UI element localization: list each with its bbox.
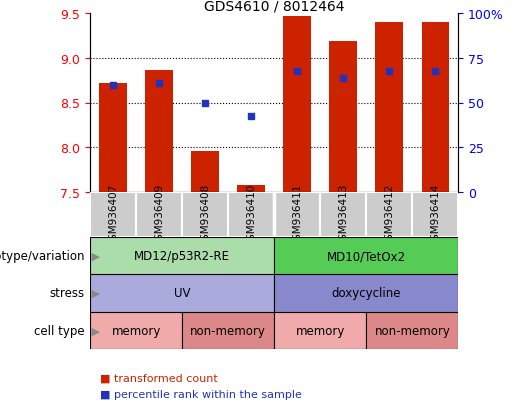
Bar (192, 151, 219, 192)
Text: ▶: ▶ (88, 288, 99, 298)
Bar (413, 193, 458, 237)
Bar (422, 22, 449, 192)
Text: MD12/p53R2-RE: MD12/p53R2-RE (134, 249, 230, 263)
Text: GSM936407: GSM936407 (108, 184, 118, 247)
Bar (145, 70, 173, 192)
Bar (136, 193, 182, 237)
Text: memory: memory (111, 324, 161, 337)
Text: MD10/TetOx2: MD10/TetOx2 (327, 249, 406, 263)
Bar (330, 42, 357, 192)
Bar (90, 312, 182, 349)
Bar (90, 237, 274, 275)
Text: cell type: cell type (35, 324, 85, 337)
Text: GSM936413: GSM936413 (338, 183, 348, 247)
Bar (366, 193, 413, 237)
Bar (274, 275, 458, 312)
Text: genotype/variation: genotype/variation (0, 249, 85, 263)
Text: GSM936412: GSM936412 (384, 183, 394, 247)
Bar (320, 193, 366, 237)
Text: GSM936411: GSM936411 (292, 183, 302, 247)
Text: ▶: ▶ (88, 325, 99, 335)
Text: GSM936409: GSM936409 (154, 184, 164, 247)
Text: memory: memory (296, 324, 345, 337)
Bar (182, 193, 228, 237)
Text: stress: stress (50, 287, 85, 300)
Bar (228, 193, 274, 237)
Bar (237, 186, 265, 192)
Text: non-memory: non-memory (374, 324, 450, 337)
Text: ■ percentile rank within the sample: ■ percentile rank within the sample (100, 389, 302, 399)
Bar (90, 275, 274, 312)
Bar (182, 312, 274, 349)
Text: UV: UV (174, 287, 191, 300)
Text: GSM936414: GSM936414 (431, 183, 440, 247)
Bar (99, 84, 127, 192)
Bar (90, 193, 136, 237)
Title: GDS4610 / 8012464: GDS4610 / 8012464 (204, 0, 345, 13)
Bar (375, 22, 403, 192)
Text: ■ transformed count: ■ transformed count (100, 373, 218, 383)
Bar (283, 17, 311, 192)
Bar (366, 312, 458, 349)
Bar (274, 237, 458, 275)
Bar (274, 193, 320, 237)
Text: doxycycline: doxycycline (332, 287, 401, 300)
Text: non-memory: non-memory (190, 324, 266, 337)
Text: ▶: ▶ (88, 251, 99, 261)
Bar (274, 312, 366, 349)
Text: GSM936410: GSM936410 (246, 184, 256, 247)
Text: GSM936408: GSM936408 (200, 184, 210, 247)
